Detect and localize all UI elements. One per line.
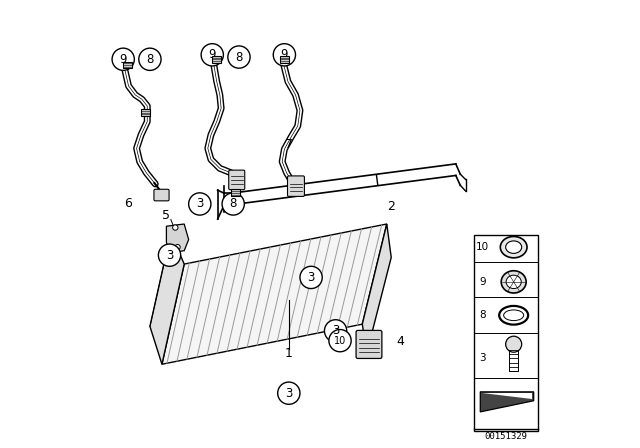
Circle shape [222, 193, 244, 215]
Text: 3: 3 [285, 387, 292, 400]
Text: 3: 3 [307, 271, 315, 284]
FancyBboxPatch shape [287, 176, 305, 196]
Polygon shape [362, 224, 391, 353]
Ellipse shape [501, 271, 526, 293]
FancyBboxPatch shape [356, 331, 382, 358]
Polygon shape [166, 224, 189, 253]
Ellipse shape [504, 310, 524, 321]
FancyBboxPatch shape [474, 235, 538, 431]
Circle shape [175, 245, 180, 250]
Circle shape [324, 320, 347, 342]
Circle shape [173, 225, 178, 230]
FancyBboxPatch shape [154, 189, 169, 201]
Polygon shape [150, 233, 184, 364]
Circle shape [300, 266, 322, 289]
Circle shape [158, 244, 180, 266]
Circle shape [228, 46, 250, 68]
Text: 7: 7 [285, 138, 293, 151]
Text: 10: 10 [476, 242, 489, 252]
Bar [123, 62, 132, 69]
Text: 9: 9 [209, 48, 216, 61]
Circle shape [278, 382, 300, 404]
Text: 8: 8 [230, 198, 237, 211]
Text: 3: 3 [196, 198, 204, 211]
Text: 00151329: 00151329 [484, 432, 527, 441]
Circle shape [112, 48, 134, 70]
Circle shape [273, 44, 296, 66]
Text: 3: 3 [166, 249, 173, 262]
Circle shape [189, 193, 211, 215]
FancyBboxPatch shape [228, 170, 244, 190]
Text: 3: 3 [332, 324, 339, 337]
Text: 9: 9 [280, 48, 288, 61]
Circle shape [139, 48, 161, 70]
Polygon shape [480, 392, 534, 412]
Ellipse shape [506, 275, 521, 289]
Text: 3: 3 [479, 353, 486, 362]
Ellipse shape [499, 306, 528, 325]
Polygon shape [482, 393, 532, 399]
Text: 8: 8 [236, 51, 243, 64]
Circle shape [329, 330, 351, 352]
Circle shape [506, 336, 522, 352]
Text: 10: 10 [334, 336, 346, 346]
Text: 1: 1 [285, 347, 292, 360]
Text: 8: 8 [146, 53, 154, 66]
Bar [280, 56, 289, 63]
Text: 6: 6 [124, 198, 132, 211]
Bar [231, 190, 240, 196]
Circle shape [201, 44, 223, 66]
Text: 2: 2 [387, 200, 395, 213]
Ellipse shape [506, 241, 522, 254]
Ellipse shape [500, 237, 527, 258]
Bar [141, 109, 150, 116]
Bar [212, 56, 221, 63]
Polygon shape [162, 224, 387, 364]
Text: 9: 9 [120, 53, 127, 66]
Text: 9: 9 [479, 277, 486, 287]
Text: 4: 4 [396, 336, 404, 349]
Text: 5: 5 [163, 210, 170, 223]
Text: 8: 8 [479, 310, 486, 320]
